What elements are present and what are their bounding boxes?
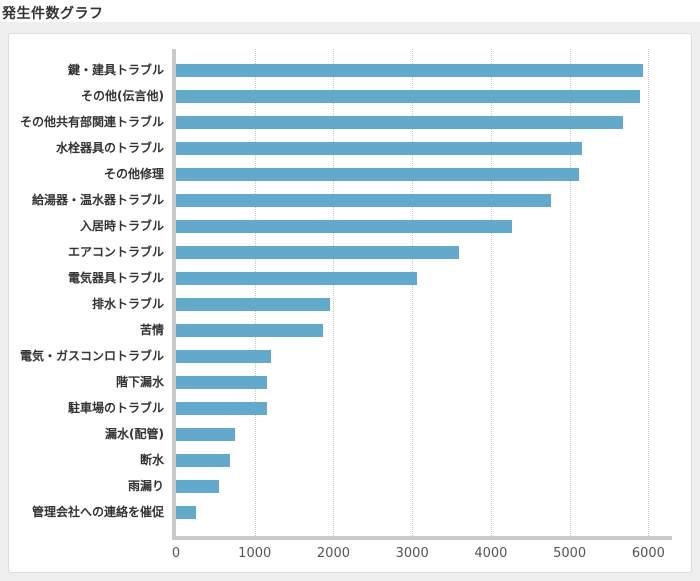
bar-row: 給湯器・温水器トラブル <box>32 187 672 213</box>
bar-row: 水栓器具のトラブル <box>56 135 672 161</box>
x-tick-label: 3000 <box>395 546 429 561</box>
gridline <box>490 49 492 536</box>
bar <box>176 63 643 77</box>
gridlines-layer <box>176 49 672 536</box>
category-label: 階下漏水 <box>115 375 164 389</box>
x-tick-label: 0 <box>171 546 181 561</box>
category-label: その他(伝言他) <box>81 89 164 103</box>
x-tick-label: 4000 <box>474 546 508 561</box>
x-tick-label: 2000 <box>316 546 350 561</box>
category-label: その他共有部関連トラブル <box>19 115 164 129</box>
bar-row: その他(伝言他) <box>81 83 672 109</box>
bar <box>176 245 459 259</box>
bar <box>176 193 551 207</box>
category-label: 水栓器具のトラブル <box>55 141 164 155</box>
bar <box>176 375 267 389</box>
bar-rows: 鍵・建具トラブルその他(伝言他) その他共有部関連トラブル水栓器具のトラブルその他… <box>20 49 672 536</box>
bar-row: 断水 <box>140 447 672 473</box>
bar-row: 苦情 <box>140 317 672 343</box>
gridline <box>648 49 650 536</box>
bar-row: 入居時トラブル <box>80 213 672 239</box>
bar <box>176 115 624 129</box>
category-label: 雨漏り <box>127 479 164 493</box>
bar <box>176 219 513 233</box>
category-label: エアコントラブル <box>67 245 164 259</box>
category-label: 電気・ガスコンロトラブル <box>19 349 164 363</box>
page-title: 発生件数グラフ <box>2 6 104 22</box>
gridline <box>333 49 335 536</box>
bar <box>176 167 580 181</box>
category-label: 断水 <box>139 453 164 467</box>
bar <box>176 349 272 363</box>
bar <box>176 271 417 285</box>
gridline <box>254 49 256 536</box>
bar-row: その他共有部関連トラブル <box>20 109 672 135</box>
bar <box>176 453 231 467</box>
category-label: 苦情 <box>139 323 164 337</box>
bar <box>176 297 331 311</box>
bar-row: 駐車場のトラブル <box>68 395 672 421</box>
bar-row: 管理会社への連絡を催促 <box>32 499 672 525</box>
category-label: 電気器具トラブル <box>67 271 164 285</box>
bar-row: その他修理 <box>104 161 672 187</box>
category-label: 給湯器・温水器トラブル <box>31 193 164 207</box>
bar-row: 雨漏り <box>128 473 672 499</box>
x-tick-label: 5000 <box>553 546 587 561</box>
category-label: 駐車場のトラブル <box>67 401 164 415</box>
category-label: 入居時トラブル <box>79 219 164 233</box>
bar <box>176 401 268 415</box>
bar-row: 漏水(配管) <box>105 421 672 447</box>
chart-panel: 鍵・建具トラブルその他(伝言他) その他共有部関連トラブル水栓器具のトラブルその他… <box>8 33 692 573</box>
category-label: 排水トラブル <box>91 297 164 311</box>
category-label: その他修理 <box>103 167 164 181</box>
bar <box>176 89 640 103</box>
category-label: 管理会社への連絡を催促 <box>31 505 164 519</box>
bar <box>176 427 236 441</box>
bar <box>176 323 324 337</box>
gridline <box>412 49 414 536</box>
bar-row: 鍵・建具トラブル <box>68 57 672 83</box>
plot-area: 鍵・建具トラブルその他(伝言他) その他共有部関連トラブル水栓器具のトラブルその他… <box>20 49 672 540</box>
bar-row: エアコントラブル <box>68 239 672 265</box>
bar <box>176 505 196 519</box>
bar <box>176 479 220 493</box>
bar-row: 階下漏水 <box>116 369 672 395</box>
x-tick-label: 1000 <box>238 546 272 561</box>
category-label: 鍵・建具トラブル <box>67 63 164 77</box>
gridline <box>569 49 571 536</box>
bar-row: 排水トラブル <box>92 291 672 317</box>
bar <box>176 141 583 155</box>
chart-outer-background: 鍵・建具トラブルその他(伝言他) その他共有部関連トラブル水栓器具のトラブルその他… <box>0 22 700 581</box>
bar-row: 電気器具トラブル <box>68 265 672 291</box>
x-axis-ticks: 0 1000 2000 3000 4000 5000 6000 <box>172 546 672 564</box>
x-tick-label: 6000 <box>631 546 665 561</box>
bar-row: 電気・ガスコンロトラブル <box>20 343 672 369</box>
category-label: 漏水(配管) <box>105 427 164 441</box>
